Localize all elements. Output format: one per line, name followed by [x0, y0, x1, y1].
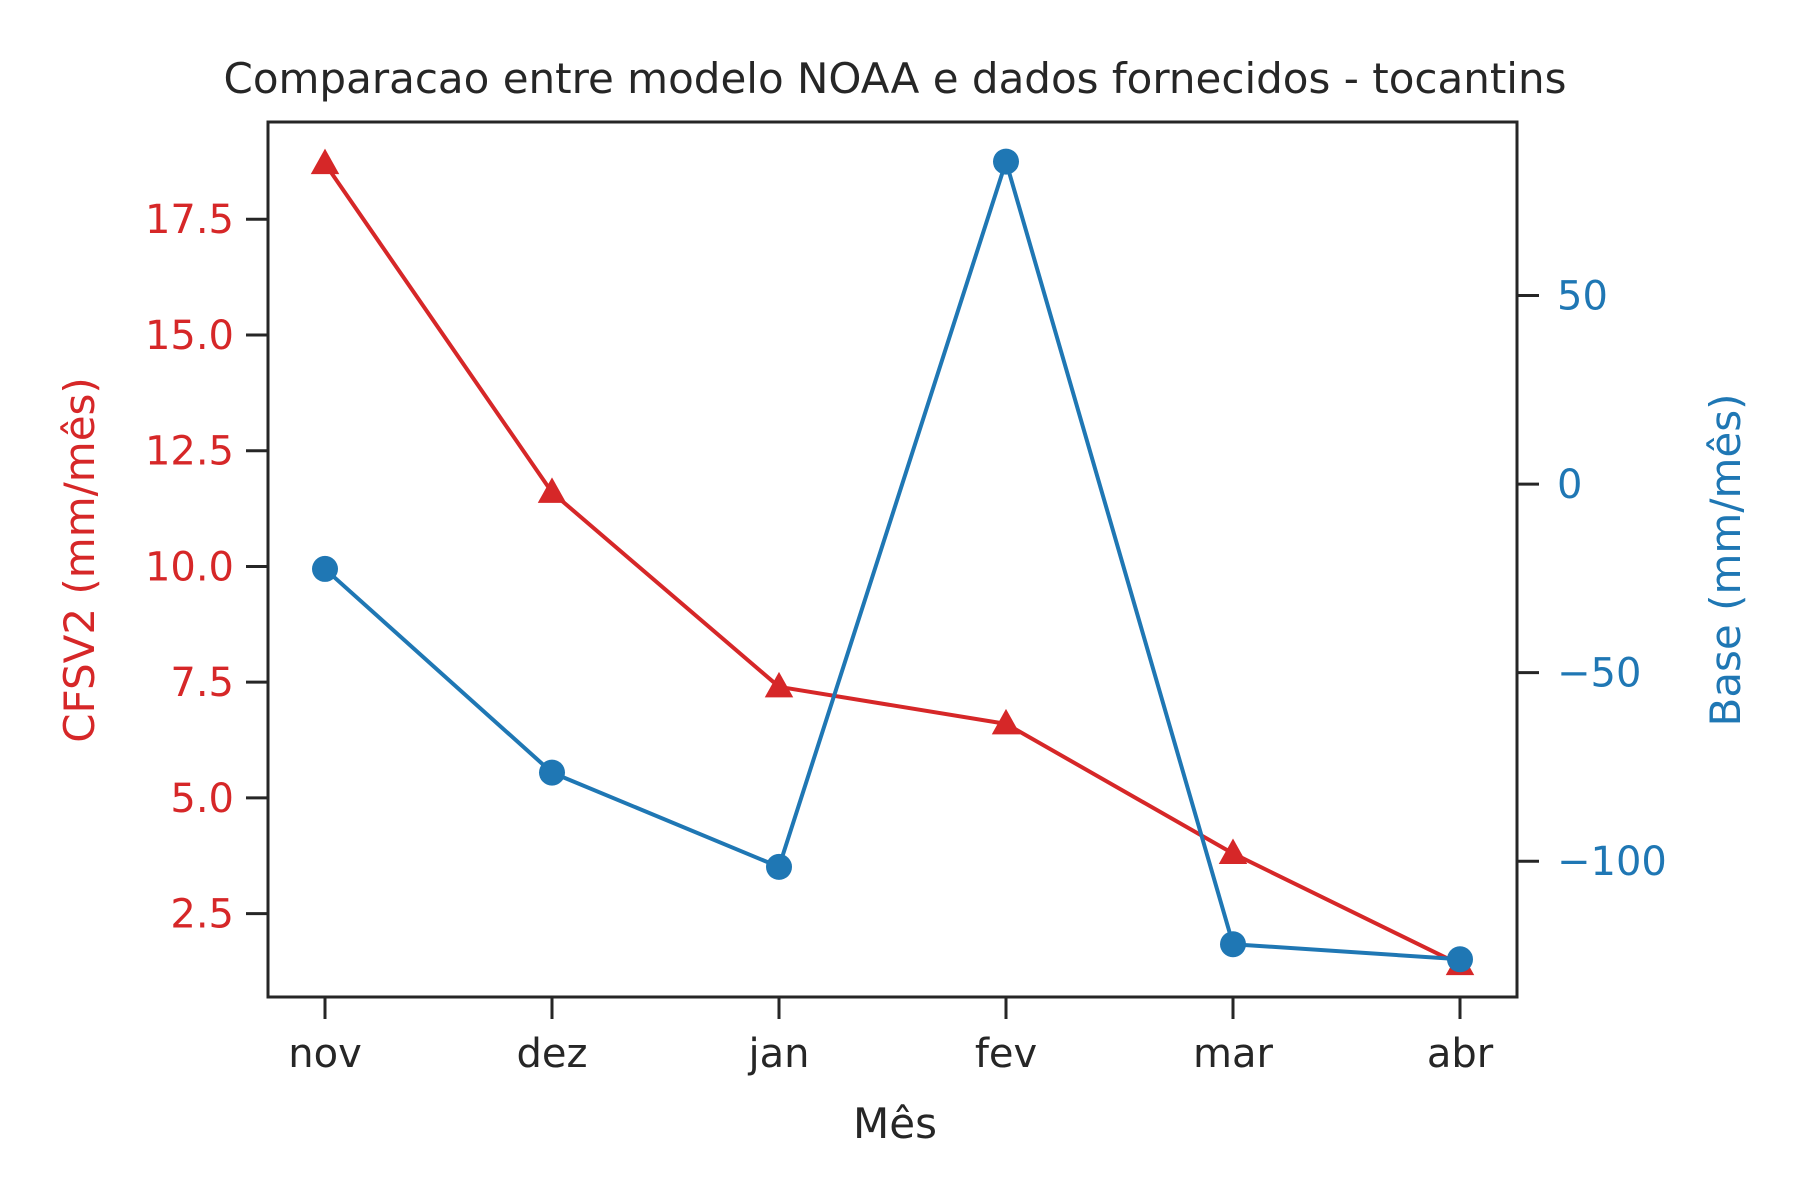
x-axis-label: Mês: [853, 1099, 937, 1148]
chart-title: Comparacao entre modelo NOAA e dados for…: [224, 54, 1567, 103]
series-1-point: [991, 708, 1021, 735]
left-y-tick-label: 7.5: [170, 660, 234, 706]
x-tick-label: mar: [1193, 1031, 1273, 1077]
series-1-point: [1218, 838, 1248, 864]
left-y-tick-label: 5.0: [170, 776, 234, 822]
plot-area: nov dez jan fev mar abr 2.5 5.0 7.5 10.0 12.5 15.0 1…: [145, 120, 1667, 1077]
x-tick-label: nov: [288, 1031, 362, 1077]
left-y-tick-label: 10.0: [145, 544, 234, 590]
right-y-tick-label: −50: [1557, 651, 1641, 697]
series-2-point: [1447, 946, 1473, 973]
plot-frame: [266, 120, 1519, 999]
left-y-tick-label: 17.5: [145, 197, 234, 243]
right-y-tick-label: 0: [1557, 462, 1582, 508]
series-1-point: [310, 148, 340, 175]
series-2-point: [1220, 931, 1246, 958]
x-tick-label: dez: [517, 1031, 588, 1077]
right-axis-label: Base (mm/mês): [1701, 393, 1750, 726]
left-y-tick-label: 15.0: [145, 313, 234, 359]
left-y-tick-label: 2.5: [170, 892, 234, 938]
series-2-point: [312, 555, 338, 582]
x-tick-label: jan: [748, 1031, 810, 1077]
series-2-point: [993, 148, 1019, 175]
series-2-point: [539, 759, 565, 786]
series-2-line: [323, 159, 1461, 962]
right-y-tick-label: −100: [1557, 839, 1667, 885]
series-2-point: [766, 853, 792, 880]
series-1-point: [537, 477, 567, 503]
left-axis-label: CFSV2 (mm/mês): [55, 377, 104, 743]
series-1-line: [323, 162, 1461, 967]
x-tick-label: abr: [1427, 1031, 1494, 1077]
left-y-tick-label: 12.5: [145, 429, 234, 475]
series-1-point: [764, 671, 794, 698]
right-y-tick-label: 50: [1557, 273, 1608, 319]
x-tick-label: fev: [975, 1031, 1037, 1077]
